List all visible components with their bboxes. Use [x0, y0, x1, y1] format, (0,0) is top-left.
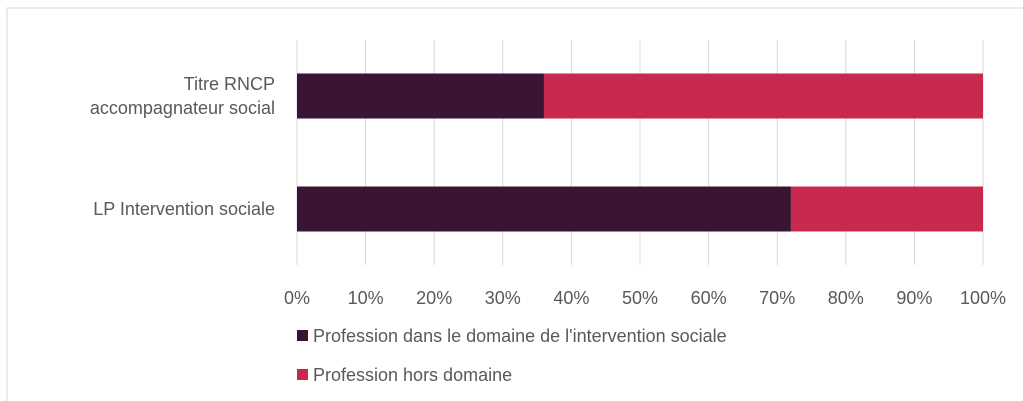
bar-segment — [543, 73, 983, 119]
x-tick-label: 90% — [896, 288, 933, 308]
legend-swatch — [297, 369, 308, 380]
category-label: LP Intervention sociale — [93, 199, 275, 219]
x-tick-label: 20% — [416, 288, 453, 308]
x-tick-label: 70% — [759, 288, 796, 308]
x-tick-label: 0% — [283, 288, 310, 308]
x-tick-label: 10% — [347, 288, 384, 308]
x-tick-label: 100% — [959, 288, 1007, 308]
bar-segment — [297, 73, 544, 119]
x-tick-label: 60% — [690, 288, 727, 308]
bar-segment — [297, 186, 791, 232]
frame — [6, 7, 1023, 401]
legend-label: Profession dans le domaine de l'interven… — [313, 326, 727, 346]
category-label: Titre RNCP accompagnateur social — [89, 74, 275, 118]
bar-segment — [790, 186, 983, 232]
x-tick-label: 80% — [827, 288, 864, 308]
x-tick-label: 50% — [621, 288, 659, 308]
x-tick-label: 40% — [553, 288, 590, 308]
x-tick-label: 30% — [484, 288, 521, 308]
legend-label: Profession hors domaine — [313, 365, 513, 385]
legend-swatch — [297, 330, 308, 341]
